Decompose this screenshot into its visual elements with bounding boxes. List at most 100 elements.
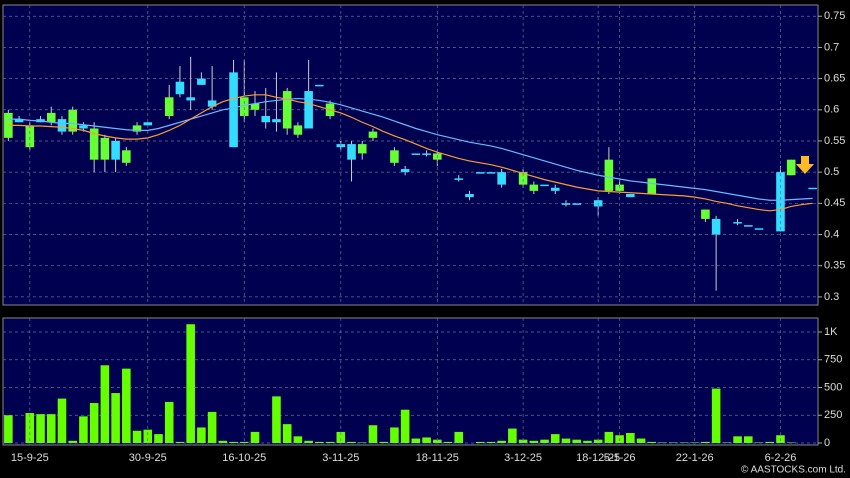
candle-body xyxy=(786,159,796,176)
volume-bar xyxy=(540,439,549,444)
y-tick-label: 0.4 xyxy=(824,228,839,240)
candle-body xyxy=(57,119,67,132)
volume-bar xyxy=(304,440,313,444)
y-tick-label: 0.35 xyxy=(824,260,845,272)
volume-bar xyxy=(4,415,13,444)
price-panel xyxy=(2,4,819,306)
y-tick-label: 0.7 xyxy=(824,41,839,53)
candle-body xyxy=(207,100,217,107)
candle-body xyxy=(79,125,88,129)
x-tick-label: 22-1-26 xyxy=(676,452,714,464)
volume-bar xyxy=(786,442,796,444)
volume-bar xyxy=(722,442,732,444)
candle-body xyxy=(744,225,753,227)
volume-bar xyxy=(282,424,292,444)
y-tick-label: 500 xyxy=(824,381,842,393)
volume-bar xyxy=(272,396,281,444)
x-tick-label: 16-10-25 xyxy=(222,452,266,464)
candle-body xyxy=(89,128,99,160)
volume-bar xyxy=(207,411,217,444)
volume-bar xyxy=(411,438,421,444)
volume-bar xyxy=(475,441,485,444)
candle-body xyxy=(46,112,56,123)
candle-body xyxy=(733,222,742,224)
y-tick-label: 0.55 xyxy=(824,135,845,147)
volume-bar xyxy=(122,368,131,444)
candle-body xyxy=(143,122,153,126)
y-tick-label: 250 xyxy=(824,409,842,421)
candle-body xyxy=(282,91,292,129)
candle-body xyxy=(164,97,174,117)
volume-bar xyxy=(175,441,185,444)
y-tick-label: 0.5 xyxy=(824,166,839,178)
volume-bar xyxy=(132,430,142,444)
volume-bar xyxy=(744,436,753,444)
volume-bar xyxy=(733,436,742,444)
volume-bar xyxy=(433,439,442,444)
candle-body xyxy=(347,144,356,160)
candle-body xyxy=(175,81,185,95)
x-tick-label: 30-9-25 xyxy=(129,452,167,464)
volume-bar xyxy=(79,416,88,444)
moving-average xyxy=(8,97,813,201)
volume-bar xyxy=(668,442,678,444)
candle-body xyxy=(776,172,785,232)
volume-bar xyxy=(572,439,582,444)
volume-bar xyxy=(486,441,496,444)
volume-bar xyxy=(701,441,710,444)
y-tick-label: 1K xyxy=(824,326,838,338)
candle-body xyxy=(390,150,399,163)
x-tick-label: 5-1-26 xyxy=(604,452,636,464)
candle-body xyxy=(454,178,464,180)
candle-body xyxy=(626,193,635,198)
candle-body xyxy=(315,84,324,87)
candle-body xyxy=(68,109,77,132)
volume-panel xyxy=(2,317,819,446)
volume-bar xyxy=(229,441,238,444)
volume-bar xyxy=(443,441,453,444)
x-tick-label: 3-11-25 xyxy=(322,452,359,464)
volume-bar xyxy=(583,440,592,444)
candle-body xyxy=(357,144,367,154)
y-tick-label: 0.3 xyxy=(824,291,839,303)
candle-body xyxy=(304,91,313,129)
candle-body xyxy=(572,203,582,205)
volume-bar xyxy=(186,324,195,444)
candle-body xyxy=(368,131,378,138)
candle-body xyxy=(465,193,474,198)
candle-body xyxy=(239,97,249,117)
volume-bar xyxy=(239,441,249,444)
volume-bar xyxy=(36,414,45,444)
candle-body xyxy=(604,159,614,191)
volume-bar xyxy=(68,440,77,444)
candle-body xyxy=(475,172,485,174)
candle-body xyxy=(229,72,238,148)
volume-bar xyxy=(647,441,657,444)
candle-body xyxy=(400,169,410,173)
candle-body xyxy=(411,153,421,155)
x-tick-label: 6-2-26 xyxy=(765,452,797,464)
volume-bar xyxy=(604,431,614,444)
y-tick-label: 0 xyxy=(824,437,830,449)
candle-body xyxy=(132,125,142,132)
candle-body xyxy=(197,78,206,85)
volume-bar xyxy=(293,436,303,444)
volume-bar xyxy=(143,429,153,444)
volume-bar xyxy=(197,427,206,444)
volume-bar xyxy=(518,439,528,444)
candle-body xyxy=(111,140,120,160)
volume-bar xyxy=(711,388,721,444)
volume-bar xyxy=(57,398,67,444)
moving-average xyxy=(8,94,813,212)
x-tick-label: 3-12-25 xyxy=(504,452,542,464)
candle-body xyxy=(540,184,549,187)
volume-bar xyxy=(154,434,163,444)
volume-bar xyxy=(357,442,367,444)
volume-bar xyxy=(529,440,539,444)
volume-bar xyxy=(379,441,388,444)
credit: © AASTOCKS.com Ltd. xyxy=(741,465,846,476)
volume-bar xyxy=(336,431,346,444)
x-tick-label: 15-9-25 xyxy=(11,452,49,464)
volume-bar xyxy=(497,440,506,444)
